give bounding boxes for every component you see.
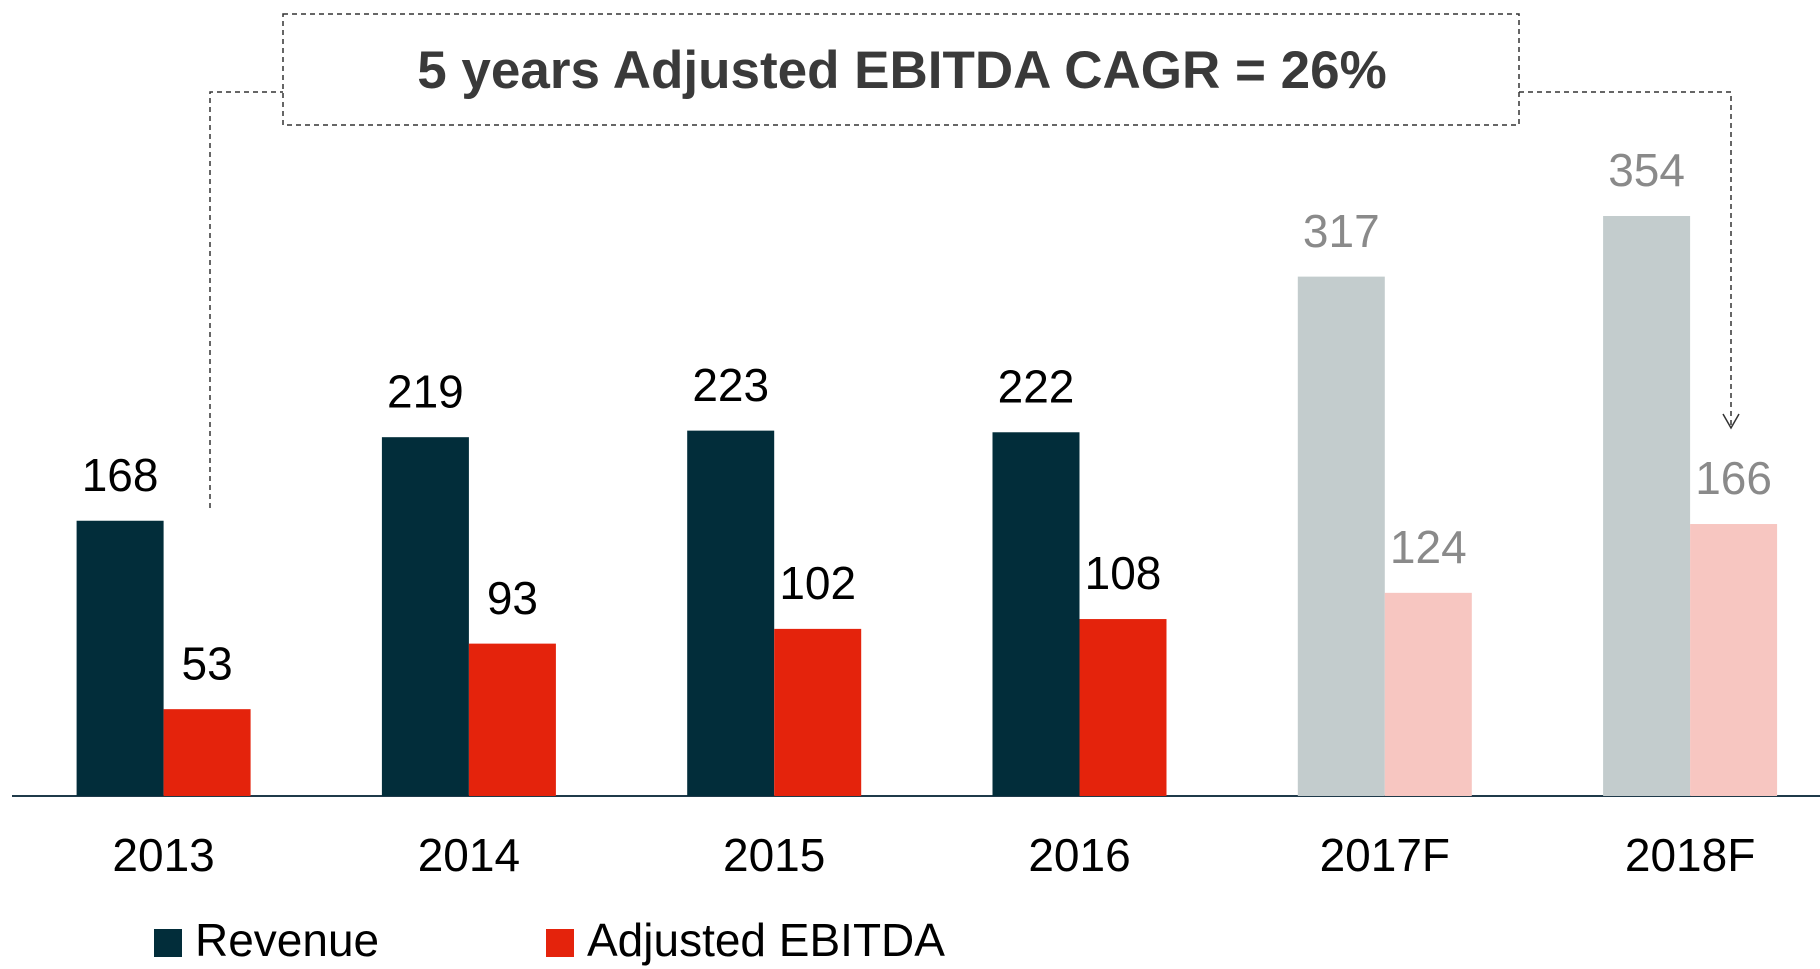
value-label: 168 [82, 449, 159, 501]
value-label: 222 [998, 360, 1075, 412]
bracket-left [209, 91, 283, 508]
bar [774, 628, 862, 796]
annotation-box [282, 13, 1520, 126]
bar [76, 520, 164, 796]
legend-swatch [154, 929, 182, 957]
x-tick-label: 2018F [1625, 829, 1755, 881]
bar [1297, 276, 1385, 796]
bar [687, 430, 775, 796]
x-tick-label: 2014 [418, 829, 520, 881]
legend-label: Revenue [195, 914, 379, 966]
bar [1603, 216, 1691, 796]
value-label: 124 [1390, 521, 1467, 573]
value-label: 317 [1303, 205, 1380, 257]
x-tick-label: 2017F [1320, 829, 1450, 881]
bar [163, 709, 251, 796]
bar [468, 643, 556, 796]
value-label: 102 [779, 557, 856, 609]
annotation: 5 years Adjusted EBITDA CAGR = 26% [417, 41, 1387, 100]
value-label: 108 [1085, 547, 1162, 599]
legend-swatch [546, 929, 574, 957]
bar [1079, 619, 1167, 796]
x-tick-label: 2016 [1028, 829, 1130, 881]
bracket-right [1519, 91, 1732, 425]
value-label: 223 [692, 359, 769, 411]
legend-label: Adjusted EBITDA [587, 914, 945, 966]
x-tick-label: 2015 [723, 829, 825, 881]
value-label: 219 [387, 365, 464, 417]
value-label: 93 [487, 572, 538, 624]
bar [381, 437, 469, 796]
value-label: 166 [1695, 452, 1772, 504]
value-label: 53 [182, 637, 233, 689]
arrow-head [1722, 413, 1740, 430]
bar [1690, 524, 1778, 796]
value-label: 354 [1608, 144, 1685, 196]
bar [992, 432, 1080, 796]
x-tick-label: 2013 [112, 829, 214, 881]
bar [1384, 592, 1472, 796]
